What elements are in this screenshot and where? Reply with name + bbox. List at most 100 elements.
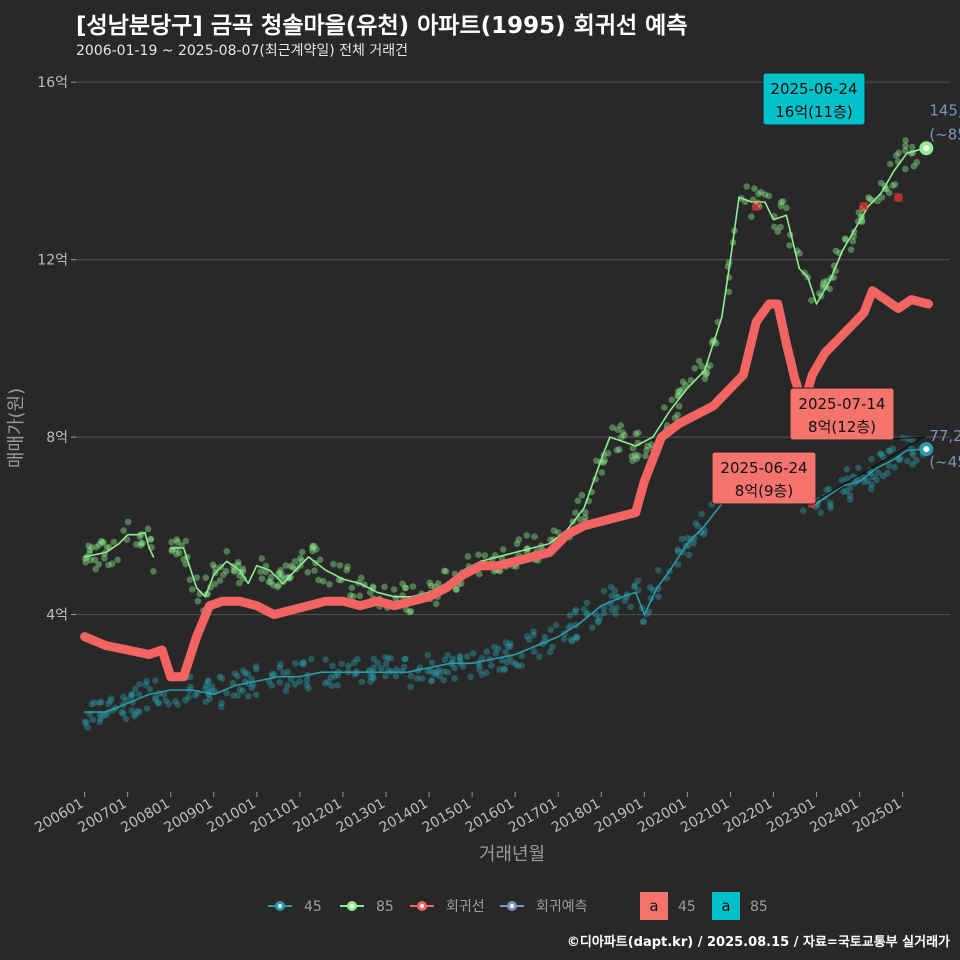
scatter-point: [307, 655, 315, 663]
scatter-point: [469, 649, 477, 657]
scatter-point: [779, 198, 787, 205]
scatter-point: [296, 678, 303, 685]
scatter-point: [407, 672, 415, 680]
scatter-point: [382, 660, 390, 668]
scatter-point: [128, 707, 135, 714]
scatter-point: [846, 484, 854, 492]
scatter-point: [244, 692, 252, 700]
scatter-point: [895, 149, 902, 157]
scatter-point: [867, 485, 875, 493]
scatter-point: [313, 545, 320, 553]
scatter-point: [152, 696, 159, 703]
series-line-85: [83, 147, 925, 598]
scatter-point: [475, 662, 483, 670]
scatter-point: [137, 541, 145, 549]
legend-box-glyph: a: [649, 897, 658, 915]
scatter-point: [114, 556, 121, 564]
scatter-point: [97, 698, 105, 706]
scatter-point: [347, 592, 354, 599]
scatter-point: [841, 235, 849, 242]
x-tick-label: 200901: [161, 796, 215, 837]
annotation-box: [762, 72, 866, 126]
scatter-point: [796, 250, 803, 257]
scatter-point: [236, 686, 244, 693]
scatter-point: [902, 165, 909, 173]
scatter-point: [150, 568, 157, 575]
scatter-point: [131, 712, 138, 720]
legend-label: 회귀예측: [536, 899, 588, 915]
scatter-point: [646, 584, 654, 591]
scatter-point: [234, 672, 241, 680]
annotation-value: 8억(12층): [808, 418, 876, 436]
scatter-point: [239, 565, 247, 573]
x-tick-label: 202001: [635, 796, 689, 837]
y-tick-label: 12억: [37, 253, 68, 269]
scatter-point: [249, 681, 257, 689]
scatter-point: [631, 581, 639, 589]
footer-credit: ©디아파트(dapt.kr) / 2025.08.15 / 자료=국토교통부 실…: [566, 935, 950, 950]
scatter-point: [892, 152, 900, 159]
scatter-point: [222, 567, 230, 575]
scatter-point: [896, 456, 903, 464]
scatter-point: [300, 660, 307, 668]
scatter-point: [518, 652, 525, 660]
x-tick-label: 201201: [291, 796, 345, 837]
scatter-point: [501, 665, 508, 672]
scatter-point: [877, 450, 885, 458]
scatter-point: [566, 612, 574, 619]
scatter-point: [89, 716, 97, 724]
scatter-point: [483, 648, 491, 656]
scatter-point: [531, 533, 538, 540]
scatter-point: [552, 621, 560, 629]
scatter-point: [204, 677, 212, 684]
scatter-point: [377, 664, 385, 672]
scatter-point: [305, 685, 312, 692]
scatter-point: [211, 580, 219, 588]
scatter-point: [908, 143, 916, 151]
scatter-point: [241, 669, 249, 677]
scatter-point: [826, 502, 834, 510]
scatter-point: [885, 462, 893, 470]
scatter-point: [703, 369, 711, 377]
scatter-point: [692, 520, 700, 527]
scatter-point: [671, 414, 679, 422]
scatter-point: [311, 567, 318, 574]
scatter-point: [173, 536, 180, 543]
scatter-point: [180, 555, 187, 563]
scatter-point: [370, 664, 378, 672]
scatter-point: [85, 542, 92, 550]
scatter-point: [877, 450, 884, 458]
scatter-point: [223, 689, 230, 697]
scatter-point: [874, 469, 882, 476]
scatter-point: [105, 561, 112, 569]
scatter-point: [88, 700, 96, 708]
marker-layer: [751, 141, 934, 509]
scatter-point: [401, 656, 408, 663]
scatter-point: [615, 446, 623, 453]
scatter-point: [634, 577, 642, 585]
scatter-point: [674, 561, 682, 568]
scatter-point: [518, 662, 525, 669]
scatter-point: [284, 668, 292, 676]
scatter-point: [525, 636, 533, 644]
scatter-point: [430, 669, 437, 677]
scatter-point: [392, 672, 400, 680]
scatter-point: [879, 453, 887, 461]
end-unit-label: (~45㎡): [929, 453, 960, 471]
scatter-point: [173, 550, 180, 558]
scatter-point: [846, 491, 854, 499]
scatter-point: [435, 666, 443, 674]
scatter-point: [868, 197, 876, 204]
scatter-point: [886, 189, 893, 197]
series-line-regression: [80, 286, 933, 682]
scatter-point: [244, 670, 252, 678]
scatter-point: [878, 194, 886, 201]
scatter-point: [205, 678, 212, 686]
scatter-point: [278, 571, 286, 579]
scatter-point: [820, 278, 828, 286]
scatter-point: [291, 558, 299, 565]
scatter-point: [248, 675, 255, 683]
scatter-point: [282, 687, 290, 694]
scatter-point: [442, 568, 450, 575]
scatter-point: [298, 660, 306, 667]
